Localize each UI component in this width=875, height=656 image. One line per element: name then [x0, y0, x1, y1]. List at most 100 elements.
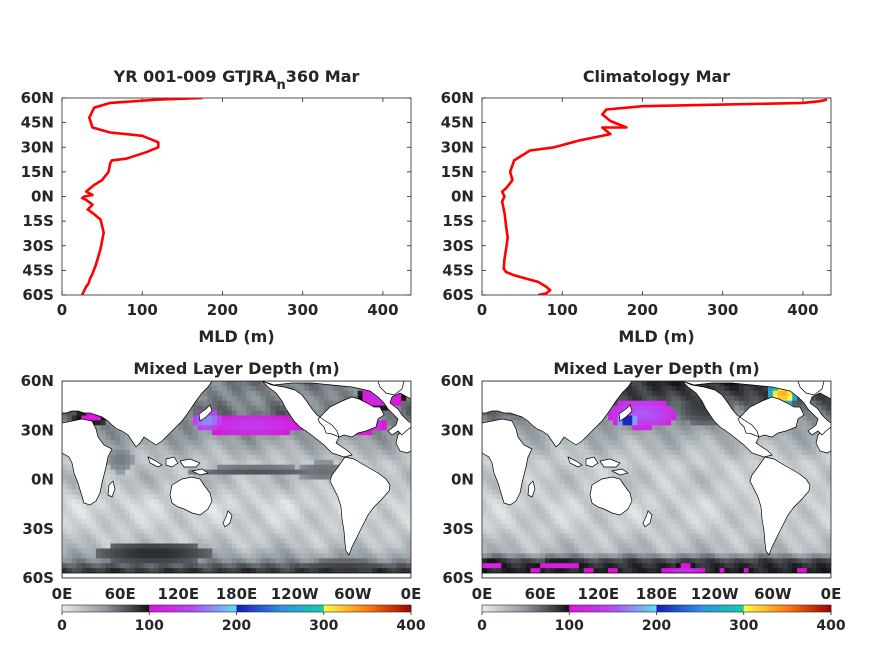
- heatmap-cell: [251, 528, 257, 535]
- heatmap-cell: [255, 533, 262, 540]
- colorbar-segment: [101, 605, 104, 612]
- heatmap-cell: [260, 533, 267, 540]
- heatmap-cell: [801, 499, 808, 505]
- heatmap-cell: [377, 420, 383, 426]
- heatmap-cell: [646, 420, 653, 426]
- colorbar-segment: [382, 605, 386, 612]
- heatmap-cell: [120, 464, 126, 471]
- heatmap-cell: [110, 504, 116, 510]
- heatmap-cell: [168, 474, 174, 480]
- heatmap-cell: [491, 479, 498, 485]
- heatmap-cell: [66, 518, 73, 525]
- heatmap-cell: [719, 449, 725, 456]
- heatmap-cell: [530, 464, 536, 471]
- heatmap-cell: [91, 533, 97, 540]
- heatmap-cell: [192, 400, 199, 407]
- heatmap-cell: [178, 435, 184, 441]
- heatmap-cell: [675, 430, 682, 436]
- heatmap-cell: [637, 449, 643, 456]
- heatmap-cell: [743, 469, 750, 476]
- heatmap-cell: [637, 440, 643, 446]
- heatmap-cell: [777, 449, 784, 456]
- heatmap-cell: [129, 553, 136, 559]
- heatmap-cell: [318, 518, 325, 525]
- heatmap-cell: [525, 425, 531, 431]
- heatmap-cell: [719, 464, 725, 471]
- heatmap-cell: [811, 420, 817, 426]
- heatmap-cell: [105, 528, 111, 535]
- heatmap-cell: [241, 528, 247, 535]
- heatmap-cell: [362, 390, 368, 397]
- heatmap-cell: [81, 513, 87, 520]
- heatmap-cell: [617, 400, 624, 407]
- heatmap-cell: [260, 435, 267, 441]
- heatmap-cell: [328, 558, 334, 564]
- heatmap-cell: [289, 553, 296, 559]
- heatmap-cell: [299, 528, 305, 535]
- heatmap-cell: [246, 449, 252, 456]
- heatmap-cell: [386, 420, 393, 426]
- heatmap-cell: [168, 464, 174, 471]
- heatmap-cell: [549, 440, 556, 446]
- heatmap-cell: [246, 464, 252, 471]
- heatmap-cell: [821, 464, 827, 471]
- heatmap-cell: [304, 499, 310, 505]
- heatmap-cell: [226, 435, 233, 441]
- heatmap-cell: [178, 469, 184, 476]
- heatmap-cell: [66, 459, 73, 466]
- heatmap-cell: [352, 449, 359, 456]
- heatmap-cell: [641, 479, 648, 485]
- colorbar-segment: [62, 605, 65, 612]
- colorbar-segment: [404, 605, 408, 612]
- heatmap-cell: [105, 513, 111, 520]
- axes-box: [61, 97, 412, 296]
- heatmap-cell: [651, 484, 657, 490]
- heatmap-cell: [246, 430, 252, 436]
- heatmap-cell: [284, 459, 291, 466]
- heatmap-cell: [129, 523, 136, 530]
- heatmap-cell: [685, 454, 691, 461]
- heatmap-cell: [91, 415, 97, 421]
- heatmap-cell: [294, 381, 301, 387]
- heatmap-cell: [797, 435, 803, 441]
- heatmap-cell: [690, 390, 696, 397]
- heatmap-cell: [381, 405, 388, 412]
- heatmap-cell: [569, 479, 575, 485]
- heatmap-cell: [217, 504, 223, 510]
- heatmap-cell: [714, 449, 721, 456]
- heatmap-cell: [158, 445, 165, 451]
- heatmap-cell: [545, 504, 551, 510]
- heatmap-cell: [260, 484, 267, 490]
- heatmap-cell: [651, 474, 657, 480]
- heatmap-cell: [612, 415, 619, 421]
- heatmap-cell: [197, 543, 204, 549]
- heatmap-cell: [797, 420, 803, 426]
- heatmap-cell: [608, 425, 614, 431]
- heatmap-cell: [255, 381, 262, 387]
- heatmap-cell: [294, 563, 301, 569]
- heatmap-cell: [661, 385, 667, 392]
- heatmap-cell: [144, 445, 150, 451]
- heatmap-cell: [275, 469, 281, 476]
- heatmap-cell: [251, 381, 257, 387]
- heatmap-cell: [207, 538, 213, 545]
- heatmap-cell: [719, 445, 725, 451]
- heatmap-cell: [372, 543, 378, 549]
- heatmap-cell: [700, 464, 706, 471]
- heatmap-cell: [309, 523, 315, 530]
- heatmap-cell: [386, 513, 393, 520]
- heatmap-cell: [525, 435, 531, 441]
- heatmap-cell: [192, 405, 199, 412]
- heatmap-cell: [641, 494, 648, 500]
- heatmap-cell: [651, 440, 657, 446]
- heatmap-cell: [352, 568, 359, 574]
- heatmap-cell: [574, 464, 580, 471]
- heatmap-cell: [328, 464, 334, 471]
- heatmap-cell: [333, 543, 339, 549]
- heatmap-cell: [260, 390, 267, 397]
- heatmap-cell: [530, 469, 536, 476]
- heatmap-cell: [81, 523, 87, 530]
- heatmap-cell: [743, 454, 750, 461]
- heatmap-cell: [646, 405, 653, 412]
- heatmap-cell: [525, 499, 531, 505]
